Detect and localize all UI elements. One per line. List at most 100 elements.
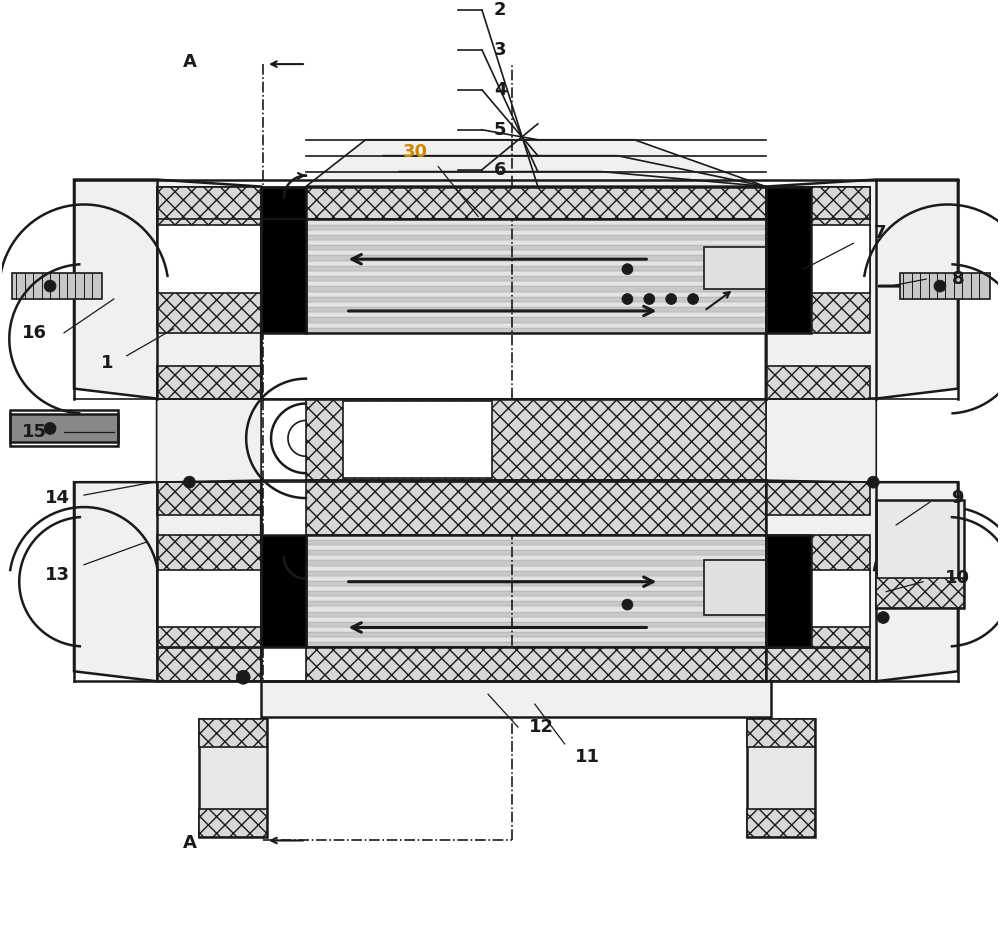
Bar — [306, 301, 766, 307]
Bar — [306, 586, 766, 592]
Text: 1: 1 — [101, 354, 113, 372]
Bar — [766, 535, 870, 647]
Bar — [306, 292, 766, 297]
Polygon shape — [766, 179, 958, 398]
Circle shape — [622, 264, 633, 275]
Text: 30: 30 — [403, 143, 428, 161]
Bar — [306, 643, 766, 647]
Polygon shape — [74, 179, 261, 398]
Bar — [10, 410, 118, 447]
Text: 13: 13 — [45, 566, 70, 584]
Bar — [306, 246, 766, 250]
Circle shape — [877, 611, 889, 624]
Text: A: A — [183, 834, 196, 852]
Bar — [157, 648, 261, 682]
Bar — [261, 187, 306, 333]
Text: 3: 3 — [494, 41, 506, 59]
Bar — [306, 575, 766, 581]
Bar — [306, 596, 766, 601]
Bar — [306, 271, 766, 276]
Circle shape — [183, 476, 195, 488]
Circle shape — [622, 294, 633, 304]
Bar — [10, 414, 118, 443]
Bar — [306, 622, 766, 627]
Bar — [900, 273, 990, 299]
Bar — [306, 250, 766, 256]
Bar — [306, 637, 766, 643]
Circle shape — [688, 294, 699, 304]
Bar — [306, 627, 766, 632]
Bar — [306, 219, 766, 225]
Bar — [343, 401, 492, 478]
Text: 11: 11 — [575, 748, 600, 766]
Bar — [306, 632, 766, 637]
Bar — [306, 545, 766, 550]
Bar — [306, 297, 766, 301]
Text: 6: 6 — [494, 160, 506, 178]
Bar — [306, 235, 766, 240]
Circle shape — [934, 280, 946, 292]
Bar — [306, 261, 766, 265]
Text: 16: 16 — [22, 324, 47, 342]
Polygon shape — [766, 398, 876, 483]
Bar — [876, 577, 964, 608]
Text: 14: 14 — [45, 489, 70, 507]
Bar — [306, 286, 766, 292]
Bar — [704, 247, 766, 289]
Bar — [306, 307, 766, 312]
Bar — [766, 366, 870, 398]
Bar — [306, 481, 766, 535]
Polygon shape — [157, 398, 261, 483]
Bar — [157, 187, 261, 333]
Text: A: A — [183, 53, 196, 71]
Bar — [876, 501, 964, 608]
Bar — [306, 322, 766, 328]
Bar — [766, 570, 870, 628]
Bar — [306, 560, 766, 566]
Bar — [306, 282, 766, 286]
Bar — [766, 187, 870, 219]
Bar — [306, 556, 766, 560]
Bar — [306, 229, 766, 235]
Text: 4: 4 — [494, 81, 506, 99]
Bar — [306, 601, 766, 607]
Bar — [747, 720, 815, 747]
Bar — [306, 540, 766, 545]
Text: 8: 8 — [952, 270, 964, 288]
Bar — [261, 535, 306, 647]
Text: 15: 15 — [22, 424, 47, 442]
Bar — [157, 535, 261, 647]
Bar — [306, 265, 766, 271]
Bar — [157, 366, 261, 398]
Bar — [199, 809, 267, 836]
Bar — [704, 560, 766, 614]
Bar — [157, 226, 261, 293]
Bar — [306, 550, 766, 556]
Circle shape — [44, 280, 56, 292]
Bar — [12, 273, 102, 299]
Circle shape — [867, 476, 879, 488]
Bar — [199, 720, 267, 747]
Bar — [306, 240, 766, 246]
Bar — [157, 570, 261, 628]
Bar — [157, 187, 261, 219]
Bar — [306, 611, 766, 617]
Bar — [306, 535, 766, 647]
Bar — [306, 187, 766, 219]
Bar — [261, 682, 771, 717]
Polygon shape — [766, 483, 958, 682]
Bar — [747, 720, 815, 836]
Bar — [306, 592, 766, 596]
Text: 10: 10 — [945, 569, 970, 587]
Bar — [306, 219, 766, 333]
Bar — [306, 535, 766, 540]
Bar — [306, 318, 766, 322]
Circle shape — [236, 670, 250, 684]
Circle shape — [666, 294, 677, 304]
Circle shape — [644, 294, 655, 304]
Bar — [157, 483, 261, 515]
Bar — [306, 328, 766, 333]
Bar — [306, 256, 766, 261]
Bar — [306, 312, 766, 318]
Bar — [766, 648, 870, 682]
